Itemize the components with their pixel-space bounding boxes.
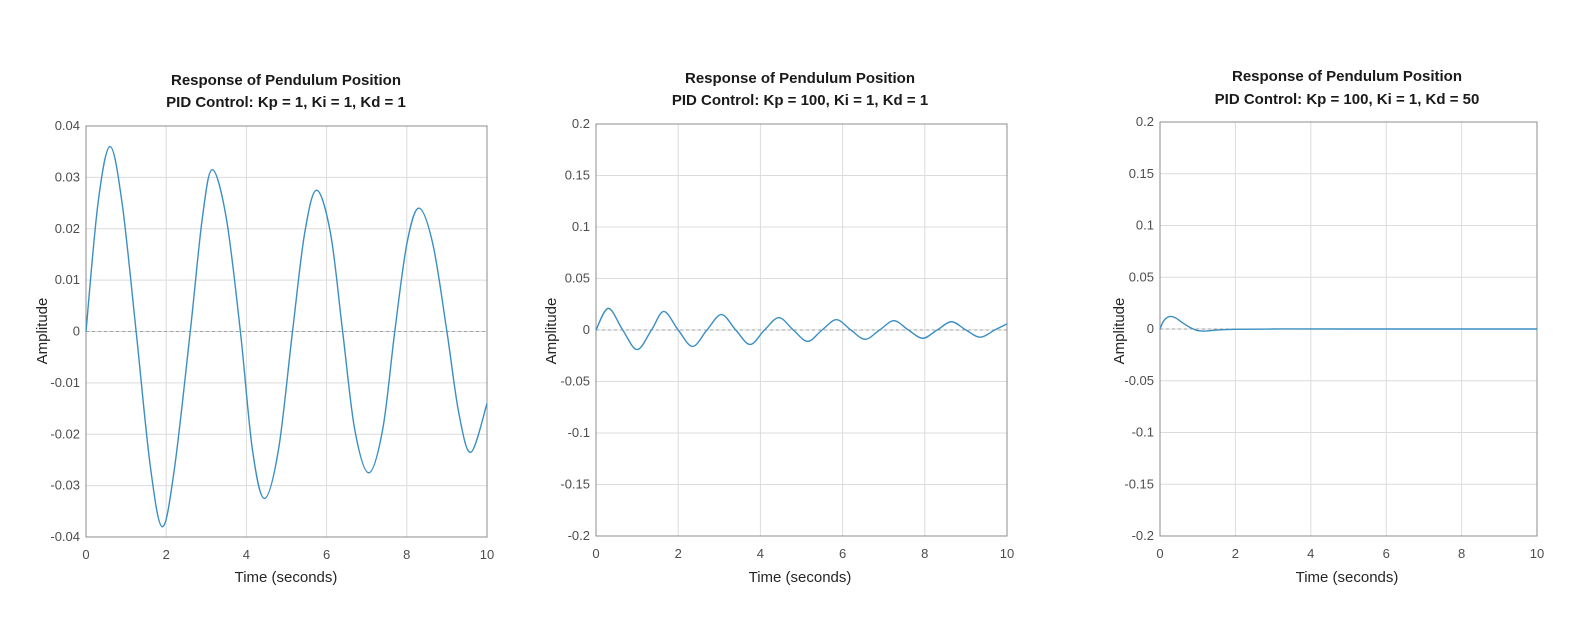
chart-subtitle: PID Control: Kp = 100, Ki = 1, Kd = 1 [672, 92, 928, 109]
chart-title: Response of Pendulum Position [1232, 68, 1462, 85]
x-tick-label: 4 [757, 546, 764, 561]
y-tick-label: 0 [583, 322, 590, 337]
plot-area: 0 2 4 6 8 10 0.2 0.15 0.1 0.05 0 -0.05 -0.1 -0.15 -0.2 [560, 116, 1014, 561]
x-tick-label: 8 [403, 547, 410, 562]
series-line [85, 145, 488, 528]
x-axis-label: Time (seconds) [235, 569, 338, 586]
x-tick-label: 10 [480, 547, 494, 562]
plot-area: 0 2 4 6 8 10 0.04 0.03 0.02 0.01 0 -0.01 -0.02 -0.03 -… [50, 118, 494, 562]
y-tick-label: 0.04 [55, 118, 80, 133]
x-tick-label: 4 [1307, 546, 1314, 561]
y-tick-label: -0.2 [568, 528, 590, 543]
y-tick-label: 0.15 [1129, 166, 1154, 181]
x-tick-label: 6 [839, 546, 846, 561]
y-axis-label: Amplitude [34, 298, 51, 365]
chart-subtitle: PID Control: Kp = 100, Ki = 1, Kd = 50 [1215, 91, 1480, 108]
y-tick-label: -0.1 [1132, 425, 1154, 440]
y-tick-label: -0.04 [50, 529, 80, 544]
chart-panel-2: Response of Pendulum Position PID Contro… [543, 70, 1014, 586]
x-tick-label: 0 [592, 546, 599, 561]
y-tick-label: 0.02 [55, 221, 80, 236]
x-tick-label: 2 [675, 546, 682, 561]
x-tick-label: 10 [1530, 546, 1544, 561]
y-tick-label: -0.05 [560, 374, 590, 389]
chart-subtitle: PID Control: Kp = 1, Ki = 1, Kd = 1 [166, 94, 406, 111]
chart-panel-1: Response of Pendulum Position PID Contro… [34, 72, 494, 586]
x-axis-label: Time (seconds) [749, 569, 852, 586]
chart-panel-3: Response of Pendulum Position PID Contro… [1111, 68, 1544, 586]
y-tick-label: -0.02 [50, 426, 80, 441]
x-tick-label: 8 [921, 546, 928, 561]
x-tick-label: 0 [82, 547, 89, 562]
y-tick-label: -0.05 [1124, 373, 1154, 388]
x-tick-label: 0 [1156, 546, 1163, 561]
chart-title: Response of Pendulum Position [171, 72, 401, 89]
y-tick-label: -0.2 [1132, 528, 1154, 543]
y-tick-label: -0.01 [50, 375, 80, 390]
series-line [595, 307, 1008, 351]
y-tick-label: -0.03 [50, 478, 80, 493]
y-tick-label: 0 [73, 324, 80, 339]
x-tick-label: 6 [323, 547, 330, 562]
x-tick-label: 8 [1458, 546, 1465, 561]
y-axis-label: Amplitude [1111, 298, 1128, 365]
x-tick-label: 10 [1000, 546, 1014, 561]
x-tick-label: 4 [243, 547, 250, 562]
y-tick-label: -0.1 [568, 425, 590, 440]
plot-area: 0 2 4 6 8 10 0.2 0.15 0.1 0.05 0 -0.05 -0.1 -0.15 -0.2 [1124, 114, 1544, 561]
y-tick-label: 0.2 [1136, 114, 1154, 129]
y-tick-label: 0.1 [572, 219, 590, 234]
y-tick-label: 0 [1147, 321, 1154, 336]
y-tick-label: 0.1 [1136, 218, 1154, 233]
series-line [1159, 315, 1537, 332]
chart-title: Response of Pendulum Position [685, 70, 915, 87]
x-tick-label: 6 [1383, 546, 1390, 561]
y-tick-label: 0.05 [565, 271, 590, 286]
y-tick-label: 0.01 [55, 272, 80, 287]
x-tick-label: 2 [163, 547, 170, 562]
y-tick-label: -0.15 [1124, 476, 1154, 491]
y-tick-label: 0.03 [55, 169, 80, 184]
y-tick-label: -0.15 [560, 477, 590, 492]
y-tick-label: 0.05 [1129, 269, 1154, 284]
y-axis-label: Amplitude [543, 298, 560, 365]
x-axis-label: Time (seconds) [1296, 569, 1399, 586]
x-tick-label: 2 [1232, 546, 1239, 561]
y-tick-label: 0.15 [565, 168, 590, 183]
y-tick-label: 0.2 [572, 116, 590, 131]
